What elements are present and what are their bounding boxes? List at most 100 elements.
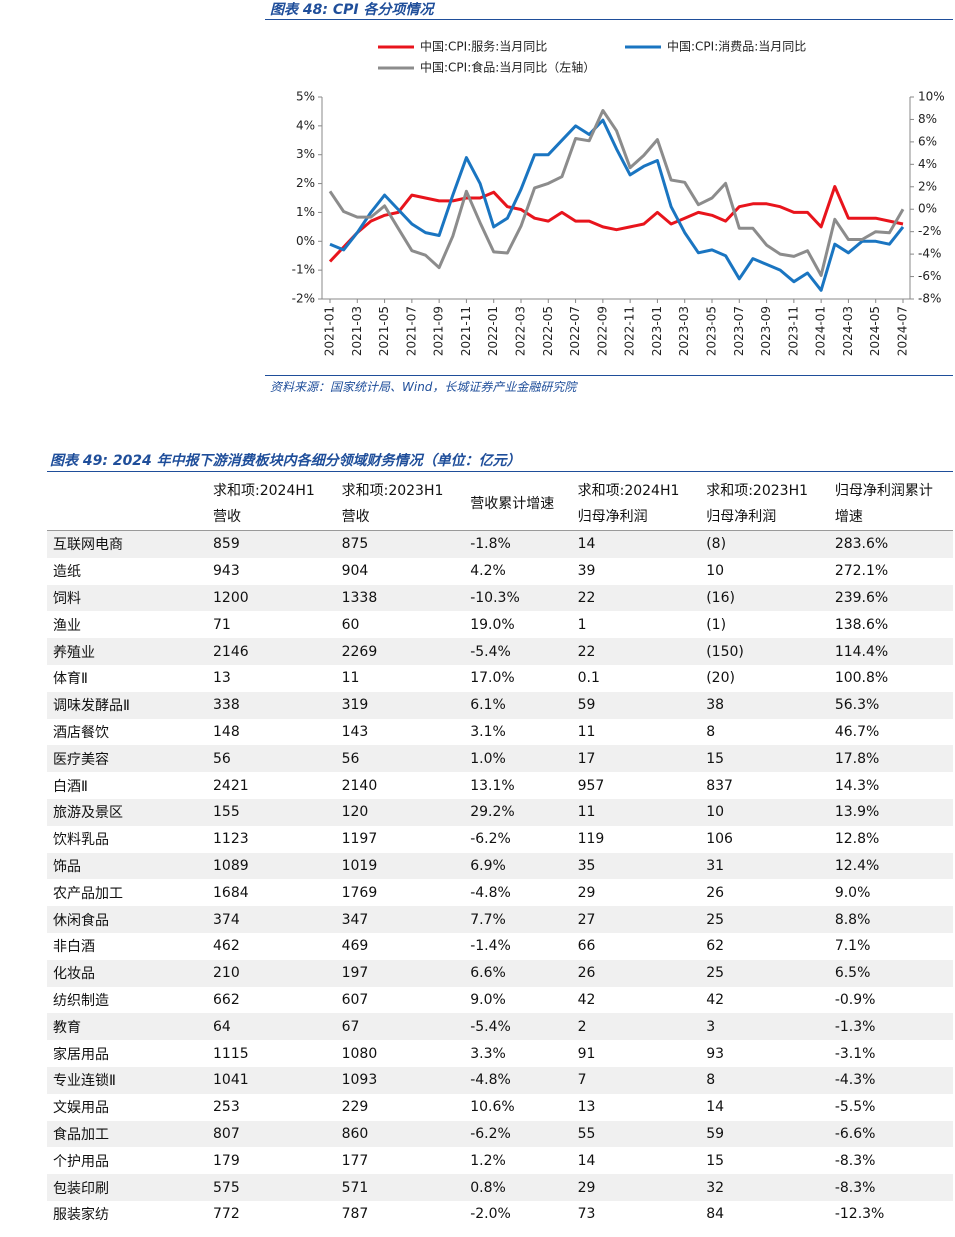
y2-tick-label: 2% [918,179,937,193]
header-line: 求和项:2024H1 [577,483,680,499]
header-row: 求和项:2024H1 营收 求和项:2023H1 营收 营收累计增速 求和项:2024H1… [47,478,953,531]
table-cell: 17.8% [834,750,880,767]
table-cell: 143 [341,723,369,740]
y2-tick-label: -6% [918,269,941,283]
table-cell: 14 [577,536,596,553]
table-cell: 14.3% [834,777,880,794]
series-line [329,118,905,292]
table-cell: 个护用品 [53,1153,109,1170]
table-cell: -4.8% [470,1072,511,1089]
table-cell: 31 [706,857,725,874]
table-cell: 607 [341,991,369,1008]
table-cell: 25 [706,965,725,982]
table-cell: (1) [706,616,727,633]
table-cell: 71 [213,616,231,633]
y-tick-label: -2% [292,292,315,306]
table-cell: 807 [213,1125,240,1142]
header-line: 求和项:2024H1 [213,483,315,499]
table-cell: 1123 [213,831,249,848]
table-cell: 饰品 [53,858,81,875]
table-cell: 3 [706,1018,716,1035]
y-tick-label: 1% [296,205,315,219]
x-tick-label: 2021-09 [432,306,446,356]
table-cell: 1684 [213,884,249,901]
x-tick-label: 2021-03 [350,306,364,356]
x-tick-label: 2023-03 [677,306,691,356]
x-tick-label: 2021-07 [404,306,418,356]
series-line [328,109,905,277]
table-row: 养殖业 2146 2269 -5.4% 22 (150) 114.4% [47,638,953,665]
rule [265,375,953,376]
table-cell: 13.9% [834,804,880,821]
table-cell: 1197 [341,831,378,848]
table-cell: 859 [213,536,240,553]
table-cell: 14 [577,1152,596,1169]
table-row: 农产品加工 1684 1769 -4.8% 29 26 9.0% [47,879,953,906]
table-cell: 957 [577,777,605,794]
legend-label: 中国:CPI:服务:当月同比 [420,39,547,54]
x-tick-label: 2023-11 [786,306,800,356]
x-tick-label: 2022-01 [486,306,500,356]
table-cell: 39 [577,563,596,580]
table-cell: 2421 [213,777,249,794]
table-row: 渔业 71 60 19.0% 1 (1) 138.6% [47,611,953,638]
table-cell: 59 [577,697,596,714]
table-cell: 17 [577,750,596,767]
table-row: 非白酒 462 469 -1.4% 66 62 7.1% [47,933,953,960]
table-cell: 1093 [341,1072,378,1089]
table-cell: 1115 [213,1045,249,1062]
table-row: 专业连锁Ⅱ 1041 1093 -4.8% 7 8 -4.3% [47,1066,953,1094]
table-cell: 农产品加工 [53,885,123,902]
x-tick-label: 2023-01 [650,306,664,356]
table-cell: 1769 [341,884,378,901]
table-cell: 575 [213,1179,240,1196]
table-cell: 239.6% [834,589,889,606]
table-cell: 4.2% [470,563,506,580]
table-cell: 2269 [341,643,378,660]
table-row: 食品加工 807 860 -6.2% 55 59 -6.6% [47,1120,953,1148]
table-cell: 家居用品 [53,1046,109,1063]
y-tick-label: 5% [296,90,315,104]
table-cell: -1.3% [834,1018,876,1035]
table-cell: 60 [341,616,360,633]
rule [47,471,953,472]
y-tick-label: 2% [296,176,315,190]
table-cell: 13 [577,1099,596,1116]
table-cell: 教育 [53,1019,81,1036]
table-cell: 25 [706,911,725,928]
table-cell: 1200 [213,589,249,606]
table-cell: 包装印刷 [53,1180,109,1197]
table-cell: -3.1% [834,1045,876,1062]
table-cell: -4.3% [834,1072,876,1089]
header-line: 营收 [341,509,370,525]
y-tick-label: 4% [296,118,315,132]
table-cell: 12.4% [834,857,880,874]
table-cell: 1041 [213,1072,249,1089]
table-cell: 7.7% [470,911,506,928]
table-cell: 3.3% [470,1045,506,1062]
table-cell: 14 [706,1099,725,1116]
table-cell: -8.3% [834,1179,876,1196]
table-cell: 55 [577,1125,596,1142]
table-cell: 13.1% [470,777,515,794]
table-cell: 6.5% [834,965,871,982]
legend-label: 中国:CPI:食品:当月同比（左轴） [420,60,595,75]
table-cell: 27 [577,911,596,928]
header-cell: 求和项:2023H1 归母净利润 [700,478,829,531]
header-line: 增速 [834,509,863,525]
table-cell: 医疗美容 [53,751,109,768]
table-cell: 休闲食品 [53,912,109,929]
x-tick-label: 2023-09 [759,306,773,356]
chart: -2% -1% 0% 1% 2% 3% 4% 5% -8% -6% -4% -2% 0% 2% 4% 6% 8%… [292,39,945,357]
x-tick-label: 2022-05 [541,306,555,356]
table-cell: 造纸 [53,564,81,581]
table-cell: 84 [706,1206,725,1223]
table-cell: 8 [706,1072,716,1089]
table-cell: 210 [213,965,240,982]
x-tick-label: 2021-05 [377,306,391,356]
table-cell: -6.2% [470,831,511,848]
table-cell: 1 [577,616,587,633]
table-row: 酒店餐饮 148 143 3.1% 11 8 46.7% [47,719,953,746]
table-cell: (8) [706,536,727,553]
table-row: 教育 64 67 -5.4% 2 3 -1.3% [47,1013,953,1041]
